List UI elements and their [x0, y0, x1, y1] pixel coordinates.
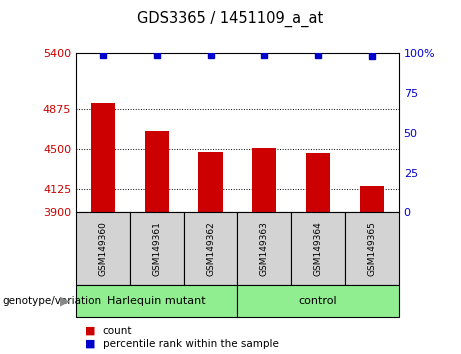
- Text: GSM149363: GSM149363: [260, 221, 269, 276]
- Bar: [91, 103, 115, 212]
- Text: count: count: [103, 326, 132, 336]
- Text: ■: ■: [85, 326, 96, 336]
- Bar: [198, 152, 223, 212]
- Text: GSM149364: GSM149364: [313, 221, 323, 276]
- Text: Harlequin mutant: Harlequin mutant: [107, 296, 206, 306]
- Text: GSM149362: GSM149362: [206, 221, 215, 276]
- Bar: [360, 186, 384, 212]
- Text: percentile rank within the sample: percentile rank within the sample: [103, 339, 279, 349]
- Bar: [145, 131, 169, 212]
- Text: GSM149365: GSM149365: [367, 221, 376, 276]
- Text: GSM149360: GSM149360: [99, 221, 107, 276]
- Text: genotype/variation: genotype/variation: [2, 296, 101, 306]
- Text: ▶: ▶: [60, 295, 69, 307]
- Text: GDS3365 / 1451109_a_at: GDS3365 / 1451109_a_at: [137, 11, 324, 27]
- Text: GSM149361: GSM149361: [152, 221, 161, 276]
- Bar: [252, 148, 277, 212]
- Text: ■: ■: [85, 339, 96, 349]
- Bar: [306, 153, 330, 212]
- Text: control: control: [299, 296, 337, 306]
